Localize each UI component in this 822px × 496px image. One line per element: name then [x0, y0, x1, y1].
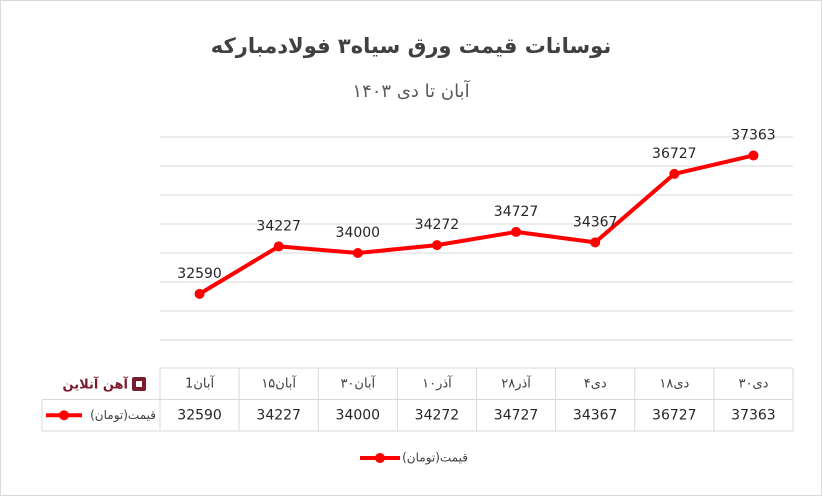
x-tick-label: ۱۰آذر: [422, 374, 453, 391]
data-point: [194, 288, 205, 299]
x-tick-label: ۳۰دی: [738, 376, 768, 391]
table-value: 32590: [177, 407, 222, 423]
data-point: [590, 237, 601, 248]
data-point: [511, 226, 522, 237]
table-value: 34272: [415, 407, 460, 423]
chart-title: نوسانات قیمت ورق سیاه۳ فولادمبارکه: [211, 34, 611, 58]
series-line: [198, 153, 754, 296]
data-point: [352, 248, 363, 258]
table-value: 34727: [494, 407, 539, 423]
data-label: 36727: [652, 146, 697, 162]
x-tick-label: ۴دی: [584, 376, 607, 391]
x-tick-label: 1آبان: [185, 374, 215, 391]
table-value: 37363: [731, 407, 776, 423]
data-point: [748, 150, 759, 161]
data-label: 34272: [415, 217, 460, 233]
logo: آهن آنلاین: [63, 376, 146, 393]
logo-icon-inner: [136, 381, 142, 387]
data-label: 34727: [494, 204, 539, 220]
data-point: [273, 241, 284, 252]
x-tick-label: ۲۸آذر: [501, 374, 532, 391]
legend-label: قیمت(تومان): [402, 451, 468, 466]
data-label: 34367: [573, 214, 618, 230]
table-series-name: قیمت(تومان): [90, 408, 156, 423]
data-point: [669, 168, 680, 179]
table-value: 34227: [256, 407, 301, 423]
table-legend-key-marker: [59, 410, 69, 421]
x-tick-label: ۳۰آبان: [340, 374, 376, 391]
chart-subtitle: آبان تا دی ۱۴۰۳: [352, 79, 470, 102]
table-value: 36727: [652, 407, 697, 423]
data-label: 32590: [177, 266, 222, 282]
legend-key-marker: [375, 453, 385, 463]
data-point: [431, 240, 442, 251]
data-label: 34227: [256, 218, 301, 234]
table-value: 34000: [336, 407, 381, 423]
x-tick-label: ۱۵آبان: [261, 374, 297, 391]
table-value: 34367: [573, 407, 618, 423]
x-tick-label: ۱۸دی: [659, 376, 689, 391]
logo-text: آهن آنلاین: [63, 376, 129, 393]
data-label: 37363: [731, 127, 776, 143]
data-label: 34000: [336, 225, 381, 241]
